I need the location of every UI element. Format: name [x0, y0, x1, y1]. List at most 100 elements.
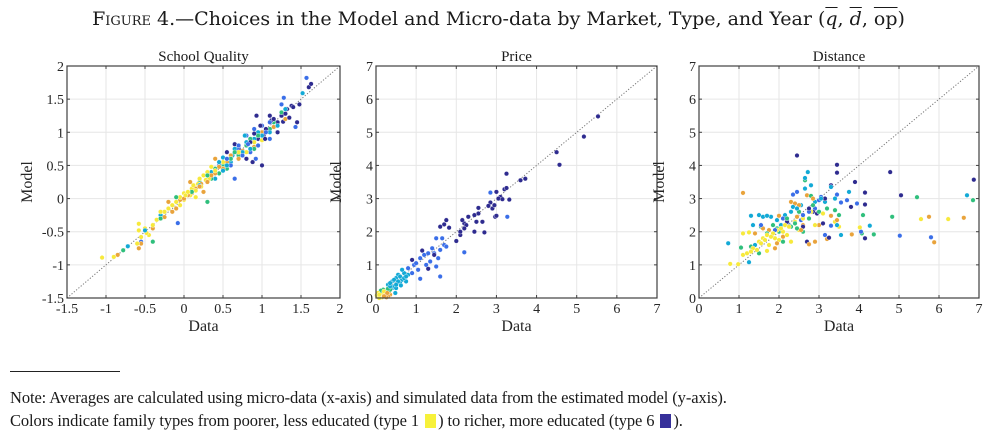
data-point-type-4 — [242, 133, 248, 139]
data-point-type-2 — [169, 209, 175, 215]
data-point-type-6 — [290, 104, 296, 110]
data-point-type-5 — [834, 192, 840, 198]
data-point-type-1 — [748, 249, 754, 255]
data-point-type-1 — [190, 182, 196, 188]
data-point-type-2 — [740, 190, 746, 196]
data-point-type-4 — [834, 222, 840, 228]
data-point-type-5 — [263, 129, 269, 135]
data-point-type-5 — [175, 220, 181, 226]
data-point-type-6 — [481, 229, 487, 235]
data-point-type-4 — [818, 196, 824, 202]
data-point-type-5 — [794, 189, 800, 195]
data-point-type-6 — [581, 134, 587, 140]
note-line-2: Colors indicate family types from poorer… — [10, 411, 683, 431]
data-point-type-3 — [173, 194, 179, 200]
data-point-type-4 — [748, 213, 754, 219]
data-point-type-6 — [457, 229, 463, 235]
data-point-type-1 — [183, 192, 189, 198]
x-tick-label: -0.5 — [134, 302, 156, 317]
data-point-type-3 — [780, 239, 786, 245]
x-tick-label: 1 — [413, 302, 420, 317]
data-point-type-5 — [409, 270, 415, 276]
data-point-type-6 — [294, 119, 300, 125]
data-point-type-4 — [746, 259, 752, 265]
y-tick-label: 4 — [689, 159, 696, 174]
y-tick-label: 0.5 — [47, 159, 65, 174]
data-point-type-4 — [224, 162, 230, 168]
data-point-type-3 — [806, 215, 812, 221]
y-tick-label: 2 — [689, 226, 696, 241]
data-point-type-6 — [862, 190, 868, 196]
data-point-type-4 — [808, 182, 814, 188]
data-point-type-6 — [475, 205, 481, 211]
plot-background — [67, 66, 340, 298]
data-point-type-1 — [820, 210, 826, 216]
data-point-type-3 — [871, 231, 877, 237]
data-point-type-6 — [453, 238, 459, 244]
data-point-type-1 — [177, 202, 183, 208]
data-point-type-5 — [844, 197, 850, 203]
figure-title-d: d — [849, 8, 862, 30]
x-tick-label: 2 — [337, 302, 344, 317]
data-point-type-5 — [236, 142, 242, 148]
data-point-type-5 — [281, 95, 287, 101]
data-point-type-6 — [518, 177, 524, 183]
x-tick-label: 2 — [776, 302, 783, 317]
y-tick-label: 1 — [366, 259, 373, 274]
data-point-type-6 — [267, 113, 273, 119]
data-point-type-2 — [115, 252, 121, 258]
x-tick-label: 5 — [573, 302, 580, 317]
data-point-type-1 — [768, 234, 774, 240]
data-point-type-5 — [800, 212, 806, 218]
data-point-type-4 — [220, 168, 226, 174]
data-point-type-6 — [491, 202, 497, 208]
y-axis-label: Model — [651, 161, 668, 203]
data-point-type-5 — [293, 124, 299, 130]
data-point-type-6 — [425, 266, 431, 272]
data-point-type-1 — [778, 225, 784, 231]
data-point-type-4 — [846, 189, 852, 195]
data-point-type-2 — [173, 205, 179, 211]
data-point-type-5 — [897, 233, 903, 239]
data-point-type-6 — [806, 205, 812, 211]
y-tick-label: -1.5 — [42, 292, 64, 307]
data-point-type-4 — [392, 290, 398, 296]
figure-title-op: op — [873, 8, 898, 30]
data-point-type-6 — [504, 185, 510, 191]
data-point-type-6 — [826, 235, 832, 241]
data-point-type-5 — [267, 136, 273, 142]
data-point-type-5 — [425, 250, 431, 256]
data-point-type-3 — [255, 133, 261, 139]
data-point-type-3 — [914, 194, 920, 200]
data-point-type-2 — [236, 156, 242, 162]
reference-45-line — [698, 65, 980, 299]
figure-title: Figure 4.—Choices in the Model and Micro… — [92, 8, 905, 30]
data-point-type-1 — [766, 242, 772, 248]
data-point-type-5 — [251, 126, 257, 132]
data-point-type-5 — [461, 249, 467, 255]
data-point-type-2 — [774, 240, 780, 246]
data-point-type-5 — [417, 255, 423, 261]
data-point-type-3 — [970, 197, 976, 203]
data-point-type-6 — [834, 162, 840, 168]
x-axis-label: Data — [824, 318, 854, 335]
data-point-type-6 — [251, 131, 257, 137]
data-point-type-5 — [415, 267, 421, 273]
x-tick-label: 6 — [613, 302, 620, 317]
x-tick-label: -1.5 — [56, 302, 78, 317]
data-point-type-1 — [786, 224, 792, 230]
note-line-2b: ) to richer, more educated (type 6 — [438, 411, 655, 430]
data-point-type-3 — [824, 205, 830, 211]
data-point-type-3 — [889, 214, 895, 220]
data-point-type-3 — [810, 202, 816, 208]
data-point-type-4 — [125, 243, 131, 249]
data-point-type-2 — [200, 189, 206, 195]
data-point-type-3 — [784, 215, 790, 221]
data-point-type-6 — [504, 171, 510, 177]
note-line-2a: Colors indicate family types from poorer… — [10, 411, 420, 430]
data-point-type-4 — [216, 159, 222, 165]
data-point-type-2 — [812, 239, 818, 245]
y-tick-label: 2 — [366, 226, 373, 241]
data-point-type-6 — [522, 176, 528, 182]
y-tick-label: 7 — [366, 60, 373, 75]
